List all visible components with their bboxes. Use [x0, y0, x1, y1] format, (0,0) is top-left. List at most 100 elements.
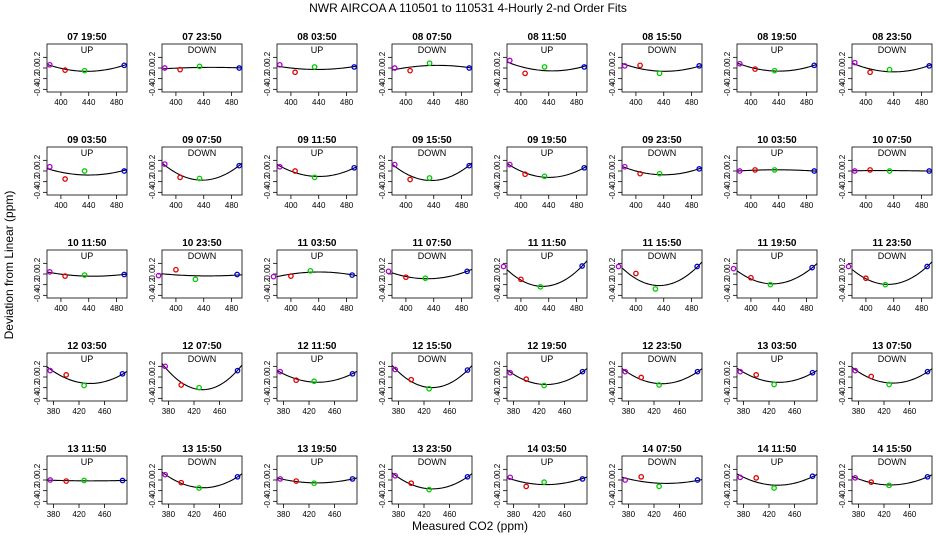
data-point: [809, 369, 816, 376]
y-tick-label: -0.4: [608, 82, 617, 96]
panel-title: 07 19:50: [67, 32, 107, 43]
panel: 14 03:50 UP -0.4-0.20.00.2 380 420 460: [493, 444, 588, 519]
y-tick-label: -0.2: [723, 483, 732, 497]
y-tick-label: 0.2: [608, 257, 617, 269]
panel-title: 11 07:50: [413, 238, 452, 249]
x-tick-label: 380: [507, 510, 521, 519]
data-point: [293, 478, 300, 484]
y-tick-label: -0.4: [33, 82, 42, 96]
panel: 09 19:50 UP -0.4-0.20.00.2 400 440 480: [493, 135, 588, 210]
fit-curve: [621, 62, 703, 72]
panel-title: 09 15:50: [412, 135, 452, 146]
panel-title: 10 07:50: [872, 135, 912, 146]
data-point: [886, 381, 892, 388]
x-tick-label: 440: [82, 201, 96, 210]
x-tick-label: 400: [859, 304, 873, 313]
y-tick-label: 0.2: [148, 360, 157, 372]
x-tick-label: 420: [417, 407, 431, 416]
y-tick-label: 0.0: [263, 62, 272, 74]
panel-direction-label: UP: [311, 251, 324, 261]
x-tick-label: 400: [54, 304, 68, 313]
data-point: [926, 63, 933, 69]
y-tick-label: 0.2: [608, 463, 617, 475]
x-tick-label: 480: [110, 98, 124, 107]
y-tick-label: 0.0: [33, 371, 42, 383]
panel-direction-label: UP: [541, 45, 554, 55]
data-point: [81, 272, 88, 278]
x-tick-label: 440: [312, 201, 326, 210]
data-point: [867, 167, 873, 173]
data-point: [581, 64, 588, 70]
data-point: [62, 67, 68, 73]
x-tick-label: 480: [455, 304, 469, 313]
x-tick-label: 380: [162, 510, 176, 519]
y-tick-label: 0.2: [263, 257, 272, 269]
panel-title: 11 19:50: [758, 238, 797, 249]
panel-title: 10 03:50: [757, 135, 797, 146]
x-tick-label: 400: [859, 98, 873, 107]
data-point: [234, 473, 241, 480]
data-point: [47, 477, 54, 483]
y-tick-label: -0.4: [608, 185, 617, 199]
data-point: [119, 477, 126, 484]
fit-curve: [161, 273, 243, 277]
data-point: [63, 478, 70, 484]
x-tick-label: 400: [169, 98, 183, 107]
data-point: [694, 263, 700, 270]
x-tick-label: 400: [629, 98, 643, 107]
y-tick-label: 0.2: [33, 154, 42, 166]
fit-curve: [276, 369, 358, 383]
panel-title: 13 19:50: [297, 444, 337, 455]
x-tick-label: 400: [54, 98, 68, 107]
y-tick-label: 0.0: [723, 371, 732, 383]
y-tick-label: 0.2: [838, 257, 847, 269]
fit-curve: [851, 261, 933, 285]
panel-direction-label: DOWN: [648, 251, 677, 261]
panel-title: 13 07:50: [872, 341, 912, 352]
y-tick-label: -0.2: [493, 483, 502, 497]
data-point: [81, 477, 87, 484]
x-tick-label: 380: [852, 510, 866, 519]
y-tick-label: -0.2: [33, 277, 42, 291]
y-tick-label: 0.0: [608, 268, 617, 280]
fit-curve: [736, 367, 818, 383]
data-point: [392, 472, 399, 479]
panel: 13 15:50 DOWN -0.4-0.20.00.2 380 420 460: [148, 444, 243, 519]
panel-direction-label: DOWN: [878, 251, 907, 261]
panel: 11 07:50 DOWN -0.4-0.20.00.2 400 440 480: [378, 238, 473, 313]
x-tick-label: 400: [859, 201, 873, 210]
panel: 13 11:50 UP -0.4-0.20.00.2 380 420 460: [33, 444, 128, 519]
y-tick-label: -0.4: [723, 288, 732, 302]
panel: 14 15:50 DOWN -0.4-0.20.00.2 380 420 460: [838, 444, 933, 519]
x-axis-label: Measured CO2 (ppm): [412, 519, 528, 533]
data-point: [924, 368, 931, 375]
x-tick-label: 400: [169, 304, 183, 313]
panel-title: 11 23:50: [873, 238, 912, 249]
data-point: [177, 174, 183, 181]
x-tick-label: 400: [514, 98, 528, 107]
panel: 12 11:50 UP -0.4-0.20.00.2 380 420 460: [263, 341, 358, 416]
panel-direction-label: UP: [541, 457, 554, 467]
panel: 14 11:50 UP -0.4-0.20.00.2 380 420 460: [723, 444, 818, 519]
y-tick-label: 0.0: [378, 165, 387, 177]
y-tick-label: -0.4: [493, 82, 502, 96]
x-tick-label: 400: [399, 304, 413, 313]
data-point: [541, 173, 548, 180]
y-tick-label: -0.4: [608, 288, 617, 302]
x-tick-label: 460: [443, 407, 457, 416]
y-tick-label: 0.2: [608, 51, 617, 63]
panel: 09 03:50 UP -0.4-0.20.00.2 400 440 480: [33, 135, 128, 210]
data-point: [47, 367, 54, 374]
data-point: [178, 479, 185, 486]
x-tick-label: 480: [915, 304, 929, 313]
y-tick-label: -0.4: [148, 288, 157, 302]
y-tick-label: -0.2: [608, 71, 617, 85]
data-point: [924, 263, 930, 270]
y-tick-label: 0.2: [378, 360, 387, 372]
data-point: [638, 473, 645, 480]
x-tick-label: 380: [277, 407, 291, 416]
fit-curve: [391, 162, 473, 182]
x-tick-label: 460: [213, 407, 227, 416]
x-tick-label: 460: [328, 510, 342, 519]
fit-curve: [506, 260, 588, 287]
